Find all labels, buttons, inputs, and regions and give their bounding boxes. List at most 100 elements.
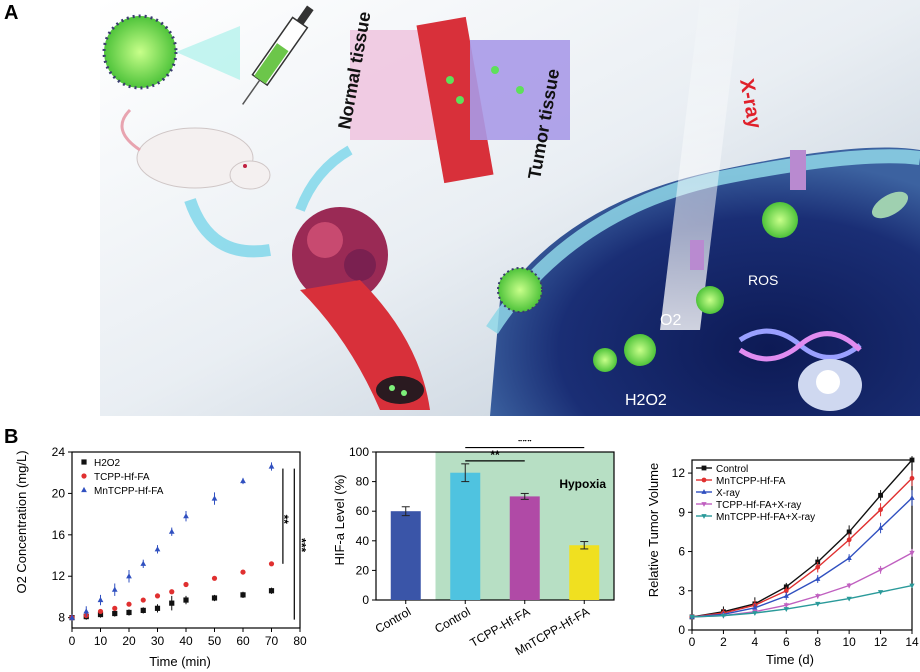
tumor-series-line (691, 552, 913, 618)
o2-data-point (69, 614, 75, 620)
o2-xtick-label: 40 (179, 634, 193, 648)
mouse-icon (136, 127, 254, 189)
tumor-xtick-label: 2 (720, 635, 727, 649)
hif-bar (390, 511, 421, 600)
o2-data-point (97, 608, 104, 615)
tumor-xtick-label: 8 (814, 635, 821, 649)
o2-data-point (240, 477, 246, 484)
tumor-series-line (691, 477, 913, 618)
o2-data-point (168, 528, 175, 534)
tumor-ytick-label: 3 (678, 584, 685, 598)
o2-chart-ylabel: O2 Concentration (mg/L) (14, 450, 29, 593)
tumor-legend-marker (701, 477, 707, 483)
tumor-data-point (846, 596, 852, 602)
o2-data-point (183, 581, 189, 588)
tumor-data-point (909, 550, 915, 556)
hif-bar (569, 545, 600, 600)
o2-data-point (240, 592, 246, 598)
o2-ytick-label: 8 (58, 611, 65, 625)
o2-data-point (268, 561, 275, 567)
hif-sig-label: *** (518, 440, 532, 449)
o2-legend-label: H2O2 (94, 458, 121, 469)
tumor-legend-marker (701, 502, 707, 507)
o2-data-point (211, 595, 218, 601)
o2-data-point (183, 597, 189, 603)
tumor-plot-frame (691, 459, 913, 631)
tumor-data-point (877, 590, 884, 595)
tumor-data-point (783, 603, 789, 609)
tumor-chart-xlabel: Time (d) (766, 652, 814, 667)
nanoparticle-outside-icon (497, 267, 543, 313)
hif-ytick-label: 80 (356, 475, 370, 489)
tumor-data-point (815, 576, 821, 581)
o2-data-point (268, 463, 275, 469)
tumor-legend-label: TCPP-Hf-FA+X-ray (716, 500, 801, 511)
tumor-data-point (877, 525, 884, 530)
hif-ytick-label: 0 (362, 593, 369, 607)
h2o2-label: H2O2 (625, 392, 667, 409)
o2-data-point (112, 605, 118, 611)
o2-data-point (126, 573, 132, 579)
tumor-data-point (909, 457, 915, 463)
tumor-data-point (783, 588, 789, 594)
o2-data-point (140, 597, 146, 603)
hif-plot-frame (375, 451, 615, 601)
o2-data-point (112, 610, 118, 617)
tumor-data-point (846, 537, 852, 543)
tumor-xtick-label: 12 (874, 635, 888, 649)
hif-category-label: Control (373, 604, 414, 635)
o2-data-point (140, 607, 146, 613)
tumor-legend-label: MnTCPP-Hf-FA (716, 476, 786, 487)
syringe-icon (242, 5, 314, 105)
tumor-data-point (752, 604, 758, 610)
ros-label: ROS (748, 272, 778, 288)
o2-legend-marker (81, 459, 87, 465)
o2-concentration-chart: 0 10 20 30 40 50 60 70 80 8 12 16 20 24 H2O2 TCPP-Hf-FA… (14, 445, 308, 669)
o2-data-point (169, 589, 175, 595)
mitochondrion (871, 191, 909, 219)
tumor-data-point (815, 564, 821, 570)
tumor-xtick-label: 14 (905, 635, 919, 649)
tumor-legend-marker (701, 514, 707, 519)
o2-data-point (154, 546, 161, 552)
o2-legend-label: MnTCPP-Hf-FA (94, 486, 164, 497)
o2-xtick-label: 30 (151, 634, 165, 648)
o2-xtick-label: 50 (208, 634, 222, 648)
arrow-to-tumor (184, 197, 271, 258)
o2-sig-label: ** (277, 515, 291, 525)
o2-data-point (97, 596, 104, 603)
tumor-legend-label: X-ray (716, 488, 740, 499)
xray-beam (660, 0, 740, 330)
tumor-legend-marker (701, 465, 707, 471)
membrane-receptor (790, 150, 806, 190)
tumor-data-point (909, 475, 915, 481)
o2-xtick-label: 80 (293, 634, 307, 648)
o2-xtick-label: 10 (94, 634, 108, 648)
panel-letter-b: B (4, 426, 19, 448)
nanoparticle-icon (102, 14, 178, 90)
tumor-data-point (878, 492, 883, 498)
zoom-cone (176, 26, 240, 80)
tumor-data-point (877, 567, 884, 573)
tumor-ytick-label: 12 (672, 466, 686, 480)
o2-xtick-label: 20 (122, 634, 136, 648)
tumor-chart-ylabel: Relative Tumor Volume (646, 463, 661, 597)
tumor-series-line (691, 497, 913, 618)
tumor-data-point (752, 611, 758, 616)
tumor-series-line (691, 584, 913, 618)
o2-data-point (97, 611, 104, 618)
o2-sig-label: *** (294, 538, 308, 552)
tumor-ytick-label: 9 (678, 505, 685, 519)
tumor-series-line (691, 459, 913, 618)
o2-xtick-label: 0 (69, 634, 76, 648)
tumor-xtick-label: 6 (783, 635, 790, 649)
hif-category-label: Control (432, 604, 473, 635)
tumor-data-point (909, 495, 915, 500)
o2-xtick-label: 70 (265, 634, 279, 648)
o2-legend-marker (81, 473, 87, 479)
o2-data-point (183, 513, 189, 519)
tumor-xtick-label: 10 (842, 635, 856, 649)
tissue-vessel (416, 16, 494, 184)
o2-chart-xlabel: Time (min) (149, 654, 211, 669)
